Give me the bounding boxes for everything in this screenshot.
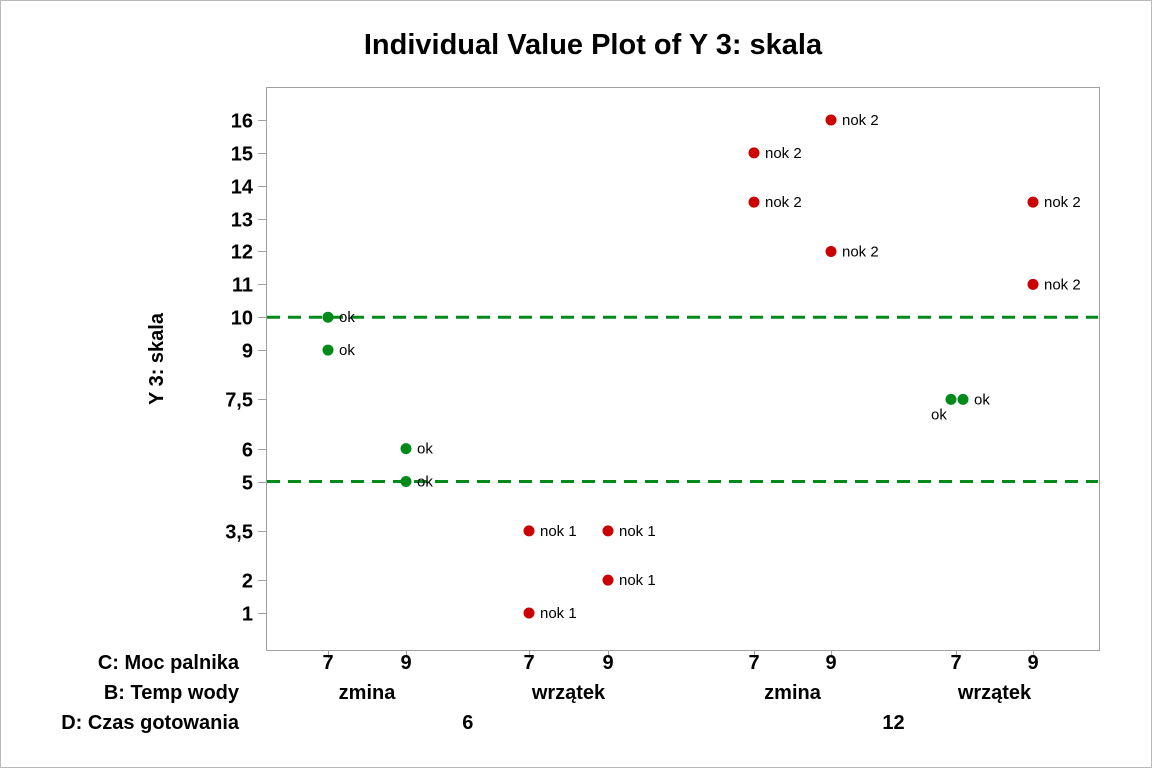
data-point [602,525,614,537]
x-axis-value: zmina [339,682,397,704]
data-point [825,245,837,257]
point-label: nok 2 [765,194,802,211]
point-label: nok 2 [842,243,879,260]
x-axis-row-label-c: C: Moc palnika [97,652,239,674]
chart-title: Individual Value Plot of Y 3: skala [363,29,823,61]
x-axis-value: 12 [882,712,904,734]
plot-frame [266,87,1100,651]
y-tick-label: 10 [231,308,253,330]
x-axis-value: 9 [825,652,836,674]
x-axis-value: wrzątek [957,682,1032,704]
point-label: nok 2 [1044,194,1081,211]
x-axis-value: 7 [322,652,333,674]
data-point [322,344,334,356]
x-axis-value: 9 [400,652,411,674]
x-axis-value: zmina [764,682,822,704]
data-point [400,443,412,455]
data-point [523,525,535,537]
point-label: ok [974,391,990,408]
y-tick-label: 5 [242,473,253,495]
x-axis-value: 7 [748,652,759,674]
data-point [602,574,614,586]
y-tick-label: 3,5 [225,522,253,544]
x-axis-value: 7 [523,652,534,674]
data-point [400,476,412,488]
y-tick-label: 15 [231,144,253,166]
y-tick-label: 16 [231,111,253,133]
point-label: ok [339,309,355,326]
x-axis-value: 9 [602,652,613,674]
x-axis-row-label-d: D: Czas gotowania [61,712,239,734]
y-tick-label: 14 [231,177,254,199]
data-point [825,114,837,126]
x-axis-value: 6 [462,712,473,734]
data-point [748,196,760,208]
data-point [957,393,969,405]
point-label: ok [417,441,433,458]
point-label: ok [417,474,433,491]
point-label: ok [931,406,947,423]
y-tick-label: 6 [242,440,253,462]
y-tick-label: 7,5 [225,390,253,412]
point-label: nok 2 [1044,276,1081,293]
data-point [748,147,760,159]
data-point [1027,196,1039,208]
x-axis-row-label-b: B: Temp wody [103,682,239,704]
x-axis-value: 9 [1027,652,1038,674]
point-label: nok 1 [540,523,577,540]
point-label: nok 1 [619,523,656,540]
y-tick-label: 2 [242,571,253,593]
y-tick-label: 1 [242,604,253,626]
point-label: nok 1 [619,572,656,589]
point-label: ok [339,342,355,359]
point-label: nok 2 [765,145,802,162]
y-tick-label: 13 [231,210,253,232]
data-point [1027,278,1039,290]
point-label: nok 2 [842,112,879,129]
data-point [945,393,957,405]
x-axis-value: wrzątek [531,682,606,704]
point-label: nok 1 [540,605,577,622]
y-tick-label: 12 [231,242,253,264]
data-point [523,607,535,619]
x-axis-value: 7 [950,652,961,674]
data-point [322,311,334,323]
y-tick-label: 11 [232,275,253,297]
y-tick-label: 9 [242,341,253,363]
